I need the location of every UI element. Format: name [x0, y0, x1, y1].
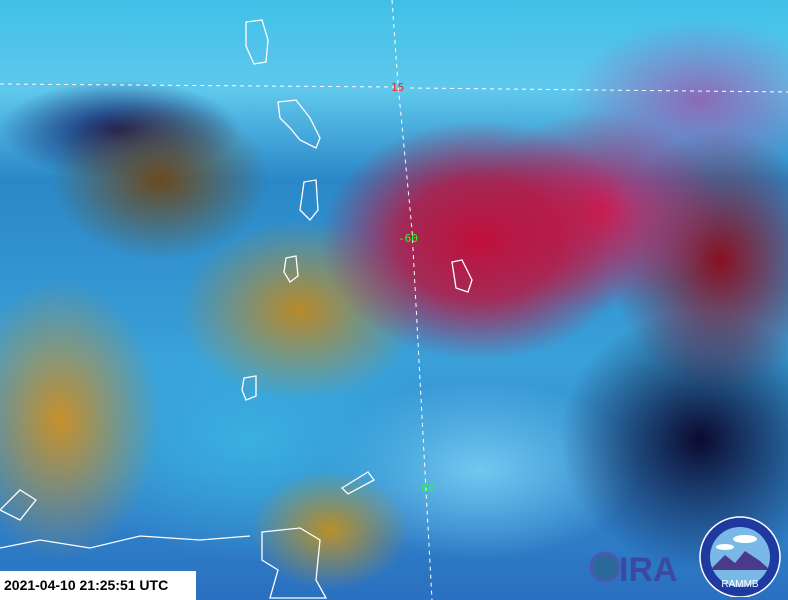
longitude-line-60	[391, 0, 433, 600]
island-dominica-north	[245, 19, 269, 65]
island-st-lucia	[299, 179, 319, 221]
coastlines	[0, 19, 473, 599]
cira-logo: IRA	[589, 551, 678, 589]
svg-text:RAMMB: RAMMB	[721, 579, 759, 590]
logos: IRA RAMMB	[589, 516, 781, 597]
island-st-vincent	[283, 255, 299, 283]
venezuela-coast	[0, 489, 251, 549]
island-trinidad	[261, 527, 328, 599]
island-grenada	[241, 375, 257, 401]
svg-text:IRA: IRA	[619, 551, 678, 589]
island-barbados	[451, 259, 473, 293]
island-martinique	[277, 99, 321, 149]
rammb-logo: RAMMB	[699, 516, 781, 597]
timestamp-label: 2021-04-10 21:25:51 UTC	[0, 571, 196, 600]
island-tobago	[340, 471, 375, 495]
longitude-label: -60	[398, 232, 418, 245]
latitude-line-15	[0, 83, 788, 93]
longitude-label: -60	[415, 482, 435, 495]
latitude-label: 15	[391, 81, 405, 94]
